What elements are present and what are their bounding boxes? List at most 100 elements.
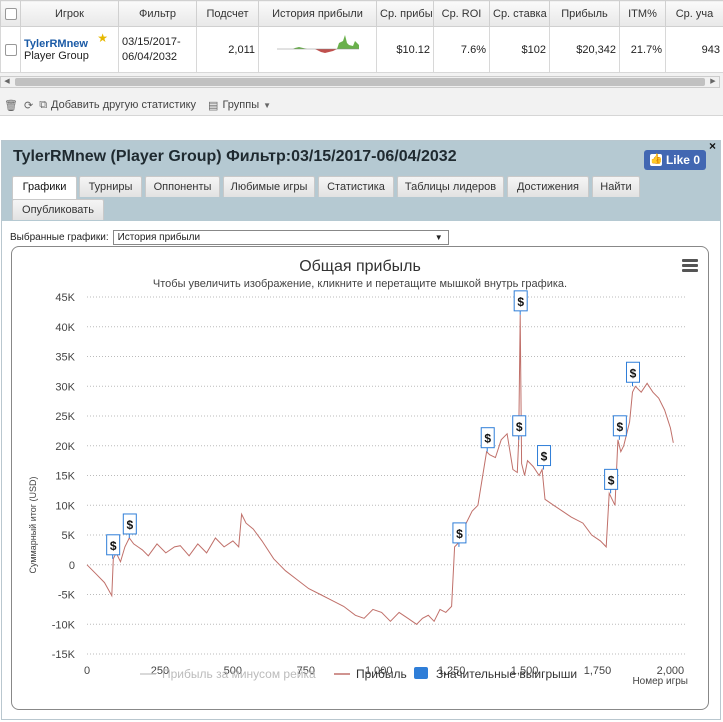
stats-table: Игрок Фильтр Подсчет История прибыли Ср.… bbox=[0, 0, 723, 73]
scroll-left-icon[interactable]: ◀ bbox=[4, 78, 10, 85]
header-itm[interactable]: ITM% bbox=[619, 0, 666, 27]
y-axis-label: Суммарный итог (USD) bbox=[28, 476, 38, 573]
count-cell: 2,011 bbox=[196, 26, 259, 73]
player-name-link[interactable]: TylerRMnew bbox=[24, 37, 88, 50]
chart-menu-icon[interactable] bbox=[682, 259, 698, 274]
big-win-marker[interactable]: $ bbox=[537, 445, 552, 470]
table-row[interactable]: ★ TylerRMnew Player Group 03/15/2017- 06… bbox=[0, 26, 723, 73]
big-win-marker[interactable]: $ bbox=[512, 415, 527, 440]
chart-grid bbox=[87, 296, 685, 655]
y-tick-label: -15K bbox=[52, 649, 76, 661]
x-tick-label: 2,000 bbox=[657, 665, 685, 677]
marker-label: $ bbox=[541, 450, 548, 464]
header-avg-profit[interactable]: Ср. прибы bbox=[376, 0, 434, 27]
marker-label: $ bbox=[110, 539, 117, 553]
big-win-marker[interactable]: $ bbox=[452, 522, 467, 547]
legend-swatch bbox=[414, 667, 428, 679]
chart-legend: Прибыль за минусом рейка Прибыль Значитель… bbox=[140, 667, 577, 681]
y-axis-ticks: -15K -10K -5K 0 5K 10K 15K 20K 25K 30K 35K 40K 45K bbox=[52, 292, 76, 661]
legend-item[interactable]: Прибыль за минусом рейка bbox=[140, 667, 316, 681]
x-tick-label: 1,500 bbox=[511, 665, 539, 677]
y-tick-label: 10K bbox=[55, 500, 75, 512]
marker-label: $ bbox=[126, 518, 133, 532]
panel-header: TylerRMnew (Player Group) Фильтр:03/15/2… bbox=[2, 139, 720, 221]
tab-charts[interactable]: Графики bbox=[12, 176, 77, 199]
legend-label: Прибыль за минусом рейка bbox=[162, 667, 316, 681]
header-avg-stake[interactable]: Ср. ставка bbox=[489, 0, 550, 27]
sparkline-cell[interactable] bbox=[258, 26, 377, 73]
tab-tournaments[interactable]: Турниры bbox=[79, 176, 142, 197]
big-win-marker[interactable]: $ bbox=[625, 361, 640, 387]
header-profit-history[interactable]: История прибыли bbox=[258, 0, 377, 27]
legend-item[interactable]: Значительные выигрыши bbox=[414, 667, 577, 681]
header-profit[interactable]: Прибыль bbox=[549, 0, 620, 27]
refresh-icon[interactable]: ⟳ bbox=[23, 99, 34, 112]
profit-cell: $20,342 bbox=[549, 26, 620, 73]
scroll-thumb[interactable] bbox=[15, 78, 705, 86]
big-win-marker[interactable]: $ bbox=[604, 468, 619, 494]
row-checkbox[interactable] bbox=[4, 43, 17, 56]
add-stat-button[interactable]: ⧉ Добавить другую статистику bbox=[39, 99, 196, 112]
avg-profit-cell: $10.12 bbox=[376, 26, 434, 73]
legend-label: Значительные выигрыши bbox=[436, 667, 577, 681]
thumbs-up-icon: 👍 bbox=[649, 154, 663, 166]
horizontal-scrollbar[interactable]: ◀ ▶ bbox=[0, 76, 720, 88]
legend-item[interactable]: Прибыль bbox=[334, 667, 407, 681]
marker-box bbox=[612, 415, 627, 437]
y-tick-label: 35K bbox=[55, 352, 75, 364]
chart-subtitle: Чтобы увеличить изображение, кликните и … bbox=[153, 278, 567, 290]
avg-roi-cell: 7.6% bbox=[433, 26, 490, 73]
select-all-checkbox[interactable] bbox=[4, 7, 17, 20]
y-tick-label: -5K bbox=[58, 590, 76, 602]
star-icon: ★ bbox=[97, 31, 108, 45]
tab-leaderboards[interactable]: Таблицы лидеров bbox=[397, 176, 504, 197]
tab-search[interactable]: Найти bbox=[592, 176, 640, 197]
tab-achievements[interactable]: Достижения bbox=[507, 176, 589, 197]
big-win-marker[interactable]: $ bbox=[513, 290, 528, 315]
big-win-marker[interactable]: $ bbox=[480, 427, 495, 452]
series-profit-line bbox=[86, 314, 674, 625]
header-player[interactable]: Игрок bbox=[20, 0, 119, 27]
tab-statistics[interactable]: Статистика bbox=[318, 176, 394, 197]
tab-publish[interactable]: Опубликовать bbox=[12, 199, 104, 220]
big-win-marker[interactable]: $ bbox=[612, 415, 627, 440]
sparkline-positive-1 bbox=[276, 47, 315, 49]
header-filter[interactable]: Фильтр bbox=[118, 0, 197, 27]
tab-opponents[interactable]: Оппоненты bbox=[145, 176, 220, 197]
chart-svg[interactable]: -15K -10K -5K 0 5K 10K 15K 20K 25K 30K 35K 40K 45K 0… bbox=[12, 247, 708, 709]
row-select[interactable] bbox=[0, 26, 21, 73]
header-count[interactable]: Подсчет bbox=[196, 0, 259, 27]
marker-box bbox=[537, 445, 552, 467]
close-icon[interactable]: × bbox=[708, 139, 716, 153]
y-tick-label: 20K bbox=[55, 441, 75, 453]
x-tick-label: 1,000 bbox=[365, 665, 393, 677]
scroll-right-icon[interactable]: ▶ bbox=[710, 78, 716, 85]
big-win-marker[interactable]: $ bbox=[122, 513, 137, 538]
header-avg-entrants[interactable]: Ср. уча bbox=[665, 0, 723, 27]
facebook-like-button[interactable]: 👍 Like 0 bbox=[643, 150, 706, 170]
chart-select-row: Выбранные графики: История прибыли ▼ bbox=[10, 230, 449, 245]
profit-chart[interactable]: -15K -10K -5K 0 5K 10K 15K 20K 25K 30K 35K 40K 45K 0… bbox=[11, 246, 709, 710]
x-tick-label: 1,250 bbox=[438, 665, 466, 677]
y-tick-label: 15K bbox=[55, 471, 75, 483]
trash-icon[interactable]: 🗑 bbox=[4, 99, 18, 112]
stats-header-row: Игрок Фильтр Подсчет История прибыли Ср.… bbox=[0, 0, 723, 27]
marker-label: $ bbox=[456, 527, 463, 541]
marker-box bbox=[512, 415, 527, 437]
marker-box bbox=[604, 468, 619, 490]
groups-dropdown[interactable]: ▤ Группы ▼ bbox=[208, 99, 271, 112]
chart-select[interactable]: История прибыли ▼ bbox=[112, 230, 449, 245]
player-cell[interactable]: ★ TylerRMnew Player Group bbox=[20, 26, 119, 73]
header-select[interactable] bbox=[0, 0, 21, 27]
x-axis-label: Номер игры bbox=[632, 676, 688, 687]
profit-sparkline bbox=[276, 35, 359, 53]
stats-panel: Игрок Фильтр Подсчет История прибыли Ср.… bbox=[0, 0, 723, 116]
marker-box bbox=[513, 290, 528, 312]
big-win-marker[interactable]: $ bbox=[106, 534, 121, 559]
filter-start: 03/15/2017- bbox=[122, 35, 181, 48]
y-tick-label: 30K bbox=[55, 381, 75, 393]
header-avg-roi[interactable]: Ср. ROI bbox=[433, 0, 490, 27]
x-tick-label: 500 bbox=[224, 665, 242, 677]
tab-favorite-games[interactable]: Любимые игры bbox=[223, 176, 315, 197]
marker-label: $ bbox=[517, 295, 524, 309]
